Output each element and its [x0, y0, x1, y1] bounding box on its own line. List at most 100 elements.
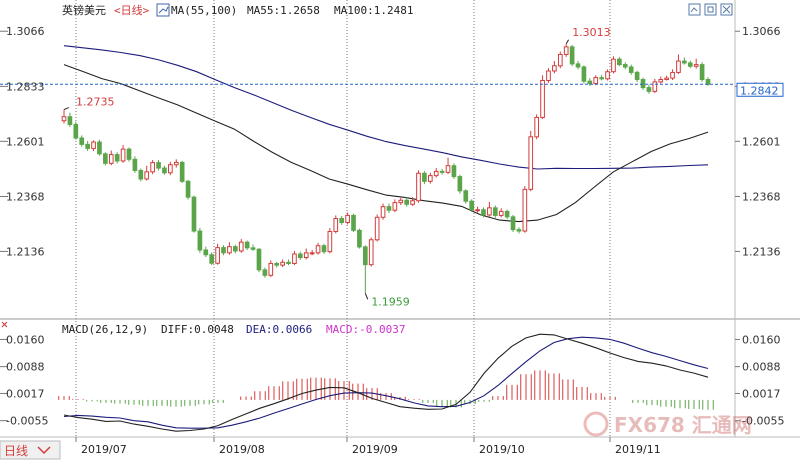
candle-down — [569, 46, 575, 65]
candle-down — [162, 167, 167, 174]
price-tick-label-left: 1.2136 — [6, 245, 45, 258]
candle-up — [327, 231, 333, 253]
period-button-label: 日线 — [4, 444, 28, 458]
candle-down — [103, 153, 108, 164]
candle-down — [262, 269, 268, 276]
candle-down — [575, 63, 581, 68]
candle-up — [120, 148, 126, 162]
candle-up — [528, 136, 534, 190]
candle-up — [552, 65, 557, 72]
candle-down — [422, 172, 427, 182]
candle-down — [628, 66, 634, 73]
candle-down — [492, 207, 498, 216]
candle-down — [481, 209, 486, 216]
candle-down — [185, 180, 191, 198]
macd-tick-label-left: -0.0055 — [6, 415, 48, 428]
candle-down — [439, 170, 445, 173]
candle-up — [433, 170, 439, 177]
candle-up — [416, 172, 421, 202]
ma100-line — [63, 45, 709, 170]
annotation-low-label: 1.1959 — [371, 295, 410, 308]
candle-down — [132, 158, 138, 171]
macd-tick-label-left: 0.0160 — [6, 333, 45, 346]
macd-diff-label: DIFF:0.0048 — [161, 323, 234, 336]
ma55-value-label: MA55:1.2658 — [247, 4, 320, 17]
candle-up — [658, 79, 664, 83]
candle-down — [404, 199, 410, 205]
candle-up — [445, 165, 451, 173]
candle-down — [699, 64, 705, 81]
date-label: 2019/09 — [352, 443, 398, 456]
candle-up — [522, 188, 528, 232]
candles-layer — [61, 43, 711, 294]
price-tick-label-left: 1.2601 — [6, 135, 45, 148]
candle-up — [292, 253, 297, 264]
candle-down — [209, 254, 215, 264]
candle-down — [286, 261, 291, 264]
candle-up — [333, 217, 339, 233]
annotation-high-right: 1.3013 — [565, 26, 611, 45]
candle-up — [664, 77, 669, 81]
candle-down — [516, 229, 522, 232]
annotation-high-left-label: 1.2735 — [76, 96, 115, 109]
price-tick-label-right: 1.3066 — [742, 25, 781, 38]
candle-up — [61, 116, 67, 122]
panel-toolbar — [688, 3, 733, 16]
macd-tick-label-left: 0.0088 — [6, 361, 45, 374]
date-label: 2019/08 — [219, 443, 265, 456]
chevron-down-icon — [37, 446, 51, 455]
candle-up — [475, 209, 480, 212]
candle-down — [504, 210, 510, 218]
candle-up — [540, 79, 545, 118]
period-select-button[interactable]: 日线 — [0, 440, 61, 460]
candle-up — [593, 77, 599, 85]
candle-up — [91, 141, 96, 149]
candle-down — [510, 216, 516, 231]
ma-periods-label: MA(55,100) — [171, 4, 237, 17]
zoom-icon[interactable] — [688, 3, 701, 16]
annotation-low: 1.1959 — [364, 293, 410, 308]
price-tick-label-left: 1.3066 — [6, 25, 45, 38]
ma-settings-icon[interactable] — [156, 3, 170, 17]
candle-down — [386, 206, 392, 211]
candle-up — [173, 161, 179, 166]
candle-down — [114, 154, 120, 162]
candle-down — [351, 214, 356, 231]
candle-up — [280, 261, 285, 266]
candle-down — [622, 64, 628, 68]
candle-down — [250, 247, 256, 250]
candle-up — [605, 71, 610, 80]
candle-down — [451, 165, 457, 178]
candle-down — [256, 248, 262, 271]
close-icon[interactable] — [720, 3, 733, 16]
candle-down — [321, 245, 327, 253]
candle-down — [67, 116, 73, 126]
price-tick-label-right: 1.2601 — [742, 135, 781, 148]
date-label: 2019/10 — [479, 443, 525, 456]
annotation-high-left: 1.2735 — [63, 96, 115, 111]
candle-up — [368, 239, 374, 266]
price-tick-label-right: 1.2368 — [742, 190, 781, 203]
macd-collapse-icon[interactable] — [1, 321, 8, 328]
candle-up — [303, 252, 309, 259]
date-gridlines — [75, 0, 611, 437]
candle-up — [150, 162, 155, 173]
candle-up — [345, 214, 350, 224]
candle-down — [191, 196, 197, 232]
candle-up — [546, 70, 551, 81]
ma100-value-label: MA100:1.2481 — [334, 4, 413, 17]
candle-up — [374, 216, 380, 241]
candle-down — [73, 124, 79, 139]
candle-down — [339, 217, 345, 224]
maximize-icon[interactable] — [704, 3, 717, 16]
candle-down — [705, 79, 711, 85]
current-price-label: 1.2842 — [740, 84, 779, 97]
candle-up — [398, 199, 404, 204]
macd-dea-label: DEA:0.0066 — [246, 323, 312, 336]
candle-up — [487, 207, 492, 216]
price-tick-label-right: 1.2136 — [742, 245, 781, 258]
macd-tick-label-right: 0.0017 — [742, 387, 781, 400]
macd-tick-label-left: 0.0017 — [6, 387, 45, 400]
candle-down — [687, 62, 693, 67]
candle-down — [126, 148, 132, 160]
